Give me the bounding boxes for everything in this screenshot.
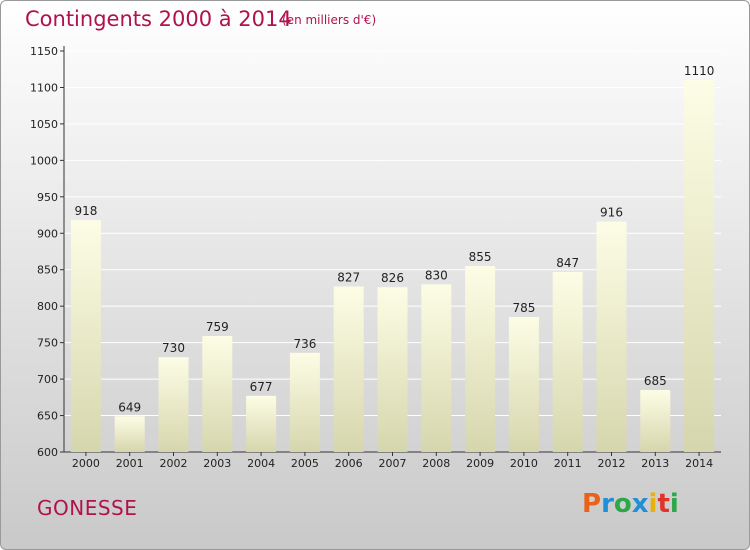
logo-letter: i xyxy=(669,489,679,519)
bar[interactable] xyxy=(640,390,671,452)
place-name: GONESSE xyxy=(37,496,138,520)
logo-letter: r xyxy=(601,489,614,519)
y-tick-label: 950 xyxy=(37,191,58,204)
bar-value-label: 830 xyxy=(425,268,448,282)
bar[interactable] xyxy=(289,352,320,452)
bars xyxy=(70,80,715,452)
x-tick-label: 2008 xyxy=(422,457,450,470)
x-tick-label: 2005 xyxy=(291,457,319,470)
bar[interactable] xyxy=(333,286,364,452)
y-tick-label: 600 xyxy=(37,446,58,459)
y-tick-label: 1050 xyxy=(30,118,58,131)
x-tick-label: 2014 xyxy=(685,457,713,470)
bar[interactable] xyxy=(421,284,452,452)
bar-value-label: 759 xyxy=(206,320,229,334)
logo-letter: i xyxy=(648,489,658,519)
bar[interactable] xyxy=(246,395,277,452)
x-tick-label: 2001 xyxy=(116,457,144,470)
bar-value-label: 847 xyxy=(556,256,579,270)
logo-letter: t xyxy=(657,489,670,519)
bar[interactable] xyxy=(465,266,496,452)
labels: 600 650 700 750 800 850 900 950 1000 1050 1100 1150… xyxy=(30,45,714,470)
x-tick-label: 2004 xyxy=(247,457,275,470)
bar[interactable] xyxy=(202,336,233,452)
bar-value-label: 649 xyxy=(118,400,141,414)
bar-value-label: 730 xyxy=(162,341,185,355)
y-tick-label: 800 xyxy=(37,300,58,313)
bar-value-label: 736 xyxy=(293,337,316,351)
bar-value-label: 918 xyxy=(74,204,97,218)
bar-value-label: 916 xyxy=(600,206,623,220)
bar[interactable] xyxy=(552,271,583,452)
proxiti-logo[interactable]: Proxiti xyxy=(582,489,679,519)
x-tick-label: 2011 xyxy=(554,457,582,470)
x-tick-label: 2009 xyxy=(466,457,494,470)
bar[interactable] xyxy=(684,80,715,452)
x-tick-label: 2010 xyxy=(510,457,538,470)
bar-value-label: 855 xyxy=(469,250,492,264)
bar[interactable] xyxy=(596,221,627,452)
bar[interactable] xyxy=(158,357,189,452)
logo-letter: o xyxy=(613,489,632,519)
y-tick-label: 1150 xyxy=(30,45,58,58)
x-tick-label: 2006 xyxy=(335,457,363,470)
logo-letter: x xyxy=(631,489,649,519)
x-tick-label: 2002 xyxy=(160,457,188,470)
y-tick-label: 1100 xyxy=(30,81,58,94)
logo-letter: P xyxy=(582,489,602,519)
bar-value-label: 827 xyxy=(337,270,360,284)
y-tick-label: 650 xyxy=(37,410,58,423)
bar-value-label: 826 xyxy=(381,271,404,285)
x-tick-label: 2007 xyxy=(379,457,407,470)
y-tick-label: 1000 xyxy=(30,154,58,167)
chart-unit-note: (en milliers d'€) xyxy=(282,13,377,27)
bar[interactable] xyxy=(508,317,539,452)
chart-title: Contingents 2000 à 2014 xyxy=(25,7,292,31)
bar[interactable] xyxy=(377,287,408,452)
bar-value-label: 785 xyxy=(512,301,535,315)
bar[interactable] xyxy=(114,416,145,452)
y-tick-label: 750 xyxy=(37,337,58,350)
bar-value-label: 685 xyxy=(644,374,667,388)
y-tick-label: 900 xyxy=(37,227,58,240)
x-tick-label: 2013 xyxy=(641,457,669,470)
bar-value-label: 677 xyxy=(250,380,273,394)
bar-value-label: 1110 xyxy=(684,64,715,78)
y-tick-label: 850 xyxy=(37,264,58,277)
y-tick-label: 700 xyxy=(37,373,58,386)
x-tick-label: 2003 xyxy=(203,457,231,470)
x-tick-label: 2000 xyxy=(72,457,100,470)
x-tick-label: 2012 xyxy=(598,457,626,470)
bar[interactable] xyxy=(70,220,101,452)
